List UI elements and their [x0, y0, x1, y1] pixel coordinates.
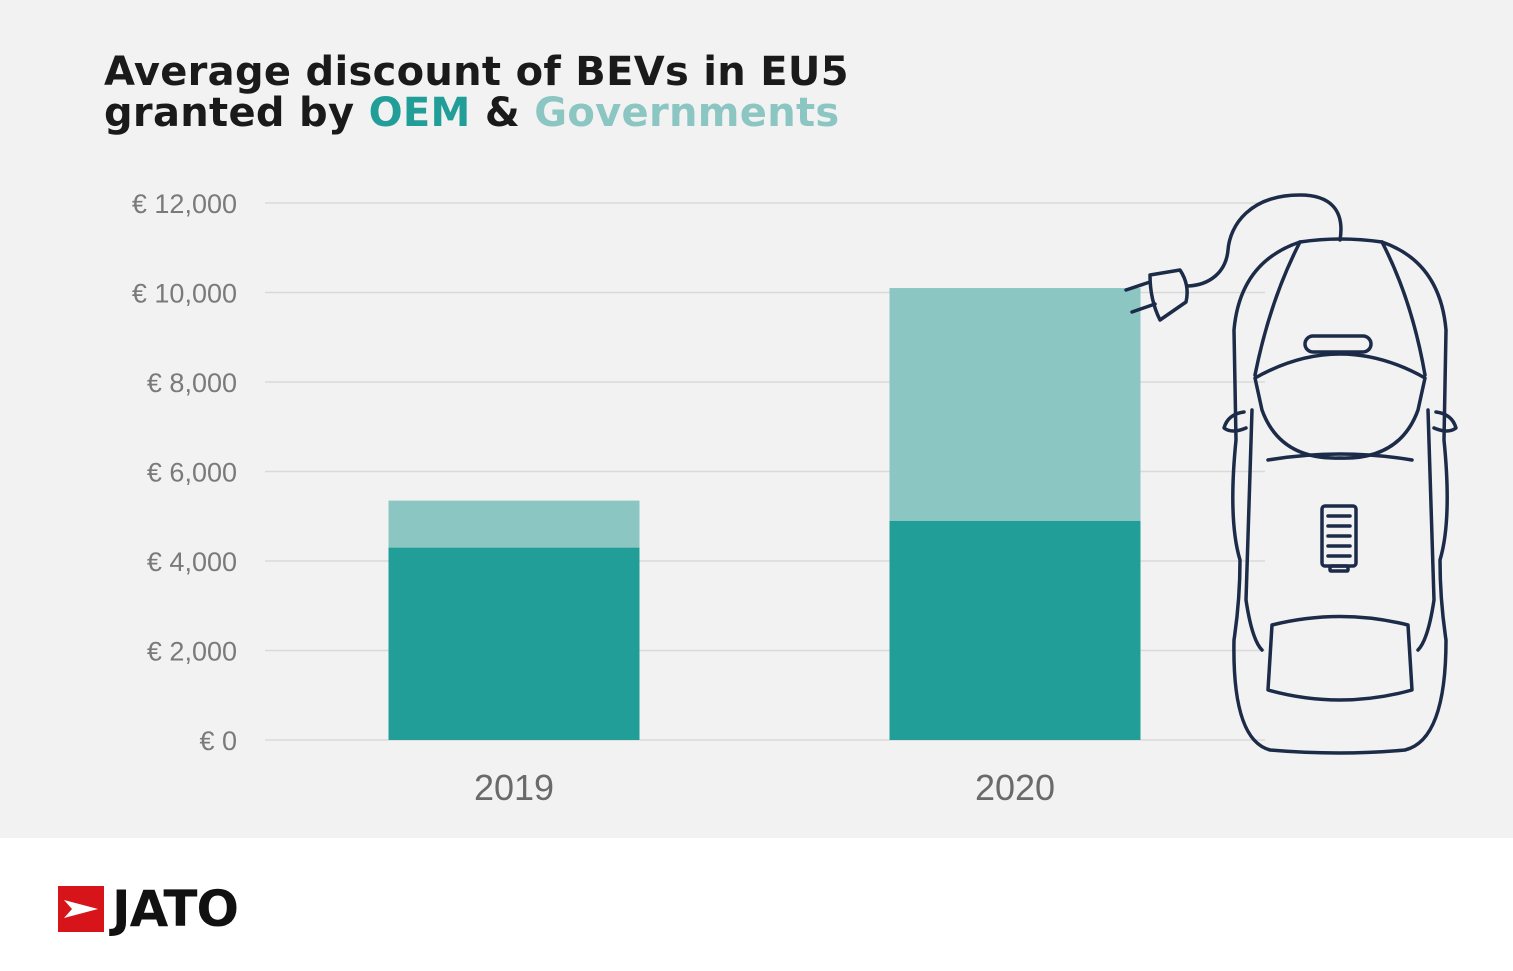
- y-tick-label: € 2,000: [147, 637, 237, 667]
- title-amp: &: [470, 90, 535, 136]
- y-axis: € 0 € 2,000 € 4,000 € 6,000 € 8,000 € 10,000 €…: [132, 189, 237, 756]
- electric-car-icon: [1124, 193, 1458, 755]
- jato-logo: JATO: [58, 880, 239, 938]
- bar-oem-2020: [889, 520, 1141, 740]
- y-tick-label: € 12,000: [132, 189, 237, 219]
- x-axis: 2019 2020: [474, 767, 1055, 808]
- chart-title: Average discount of BEVs in EU5 granted …: [104, 52, 849, 134]
- title-oem-word: OEM: [368, 90, 471, 136]
- stacked-bar-chart: € 0 € 2,000 € 4,000 € 6,000 € 8,000 € 10,000 €…: [132, 189, 1458, 808]
- title-line-1: Average discount of BEVs in EU5: [104, 49, 849, 95]
- x-tick-label: 2019: [474, 767, 554, 808]
- bars: [388, 288, 1141, 740]
- bar-oem-2019: [388, 547, 640, 740]
- y-tick-label: € 6,000: [147, 458, 237, 488]
- chart-panel: [0, 0, 1513, 838]
- x-tick-label: 2020: [975, 767, 1055, 808]
- y-tick-label: € 4,000: [147, 547, 237, 577]
- title-prefix: granted by: [104, 90, 369, 136]
- logo-text: JATO: [112, 880, 239, 938]
- title-line-2: granted by OEM & Governments: [104, 93, 849, 134]
- bar-governments-2019: [388, 500, 640, 548]
- y-tick-label: € 8,000: [147, 368, 237, 398]
- jato-flag-icon: [58, 886, 104, 932]
- y-tick-label: € 10,000: [132, 279, 237, 309]
- y-tick-label: € 0: [199, 726, 237, 756]
- title-governments-word: Governments: [534, 90, 840, 136]
- bar-governments-2020: [889, 288, 1141, 521]
